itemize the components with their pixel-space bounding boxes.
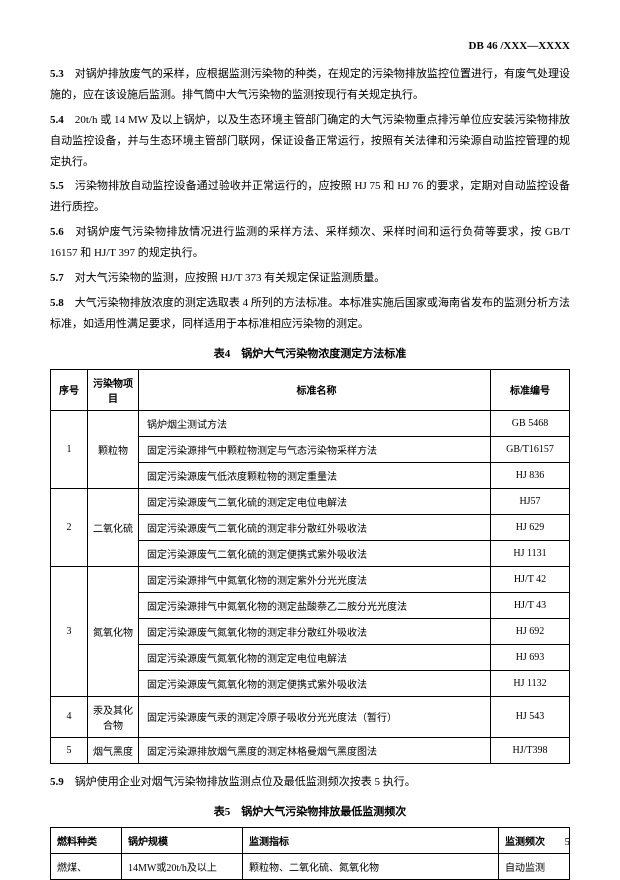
cell-pollutant: 汞及其化合物 <box>88 696 139 737</box>
text-5-6: 对锅炉废气污染物排放情况进行监测的采样方法、采样频次、采样时间和运行负荷等要求，… <box>50 226 570 259</box>
sec-5-4: 5.4 <box>50 114 64 126</box>
cell-freq: 自动监测 <box>499 853 570 879</box>
table-row: 3氮氧化物固定污染源排气中氮氧化物的测定紫外分光光度法HJ/T 42 <box>51 566 570 592</box>
table5: 燃料种类 锅炉规模 监测指标 监测频次 燃煤、14MW或20t/h及以上颗粒物、… <box>50 827 570 880</box>
cell-standard-name: 固定污染源废气氮氧化物的测定非分散红外吸收法 <box>139 618 491 644</box>
cell-standard-name: 固定污染源排气中颗粒物测定与气态污染物采样方法 <box>139 436 491 462</box>
doc-code: DB 46 /XXX—XXXX <box>50 40 570 52</box>
cell-standard-code: HJ57 <box>491 488 570 514</box>
sec-5-9: 5.9 <box>50 776 64 788</box>
text-5-4: 20t/h 或 14 MW 及以上锅炉，以及生态环境主管部门确定的大气污染物重点… <box>50 114 570 168</box>
cell-seq: 5 <box>51 737 88 763</box>
cell-pollutant: 烟气黑度 <box>88 737 139 763</box>
table5-header-row: 燃料种类 锅炉规模 监测指标 监测频次 <box>51 827 570 853</box>
th-pol: 污染物项目 <box>88 369 139 410</box>
cell-standard-code: HJ 1132 <box>491 670 570 696</box>
cell-standard-code: HJ 543 <box>491 696 570 737</box>
cell-standard-name: 固定污染源排气中氮氧化物的测定盐酸萘乙二胺分光光度法 <box>139 592 491 618</box>
th-freq: 监测频次 <box>499 827 570 853</box>
table5-title: 表5 锅炉大气污染物排放最低监测频次 <box>50 803 570 819</box>
sec-5-3: 5.3 <box>50 68 64 80</box>
para-5-8: 5.8 大气污染物排放浓度的测定选取表 4 所列的方法标准。本标准实施后国家或海… <box>50 293 570 335</box>
th-name: 标准名称 <box>139 369 491 410</box>
table-row: 燃煤、14MW或20t/h及以上颗粒物、二氧化硫、氮氧化物自动监测 <box>51 853 570 879</box>
sec-5-6: 5.6 <box>50 226 64 238</box>
page-number: 5 <box>565 836 571 848</box>
text-5-9: 锅炉使用企业对烟气污染物排放监测点位及最低监测频次按表 5 执行。 <box>64 776 416 788</box>
table-row: 2二氧化硫固定污染源废气二氧化硫的测定定电位电解法HJ57 <box>51 488 570 514</box>
cell-pollutant: 氮氧化物 <box>88 566 139 696</box>
cell-standard-name: 固定污染源废气氮氧化物的测定定电位电解法 <box>139 644 491 670</box>
cell-standard-name: 固定污染源废气氮氧化物的测定便携式紫外吸收法 <box>139 670 491 696</box>
table4: 序号 污染物项目 标准名称 标准编号 1颗粒物锅炉烟尘测试方法GB 5468固定… <box>50 369 570 764</box>
cell-fuel: 燃煤、 <box>51 853 122 879</box>
th-code: 标准编号 <box>491 369 570 410</box>
para-5-5: 5.5 污染物排放自动监控设备通过验收并正常运行的，应按照 HJ 75 和 HJ… <box>50 176 570 218</box>
cell-seq: 3 <box>51 566 88 696</box>
cell-pollutant: 颗粒物 <box>88 410 139 488</box>
cell-standard-code: GB 5468 <box>491 410 570 436</box>
cell-standard-name: 固定污染源排放烟气黑度的测定林格曼烟气黑度图法 <box>139 737 491 763</box>
cell-standard-code: HJ/T 42 <box>491 566 570 592</box>
text-5-5: 污染物排放自动监控设备通过验收并正常运行的，应按照 HJ 75 和 HJ 76 … <box>50 180 570 213</box>
para-5-6: 5.6 对锅炉废气污染物排放情况进行监测的采样方法、采样频次、采样时间和运行负荷… <box>50 222 570 264</box>
cell-standard-code: GB/T16157 <box>491 436 570 462</box>
cell-standard-name: 固定污染源废气低浓度颗粒物的测定重量法 <box>139 462 491 488</box>
th-fuel: 燃料种类 <box>51 827 122 853</box>
cell-standard-code: HJ 693 <box>491 644 570 670</box>
cell-standard-code: HJ 1131 <box>491 540 570 566</box>
cell-seq: 1 <box>51 410 88 488</box>
th-indicator: 监测指标 <box>243 827 499 853</box>
sec-5-8: 5.8 <box>50 297 64 309</box>
th-scale: 锅炉规模 <box>122 827 243 853</box>
cell-standard-name: 固定污染源排气中氮氧化物的测定紫外分光光度法 <box>139 566 491 592</box>
cell-pollutant: 二氧化硫 <box>88 488 139 566</box>
th-seq: 序号 <box>51 369 88 410</box>
table4-header-row: 序号 污染物项目 标准名称 标准编号 <box>51 369 570 410</box>
table-row: 4汞及其化合物固定污染源废气汞的测定冷原子吸收分光光度法（暂行）HJ 543 <box>51 696 570 737</box>
cell-seq: 2 <box>51 488 88 566</box>
cell-seq: 4 <box>51 696 88 737</box>
page: DB 46 /XXX—XXXX 5.3 对锅炉排放废气的采样，应根据监测污染物的… <box>0 0 620 868</box>
text-5-7: 对大气污染物的监测，应按照 HJ/T 373 有关规定保证监测质量。 <box>64 272 386 284</box>
cell-indicator: 颗粒物、二氧化硫、氮氧化物 <box>243 853 499 879</box>
cell-standard-name: 锅炉烟尘测试方法 <box>139 410 491 436</box>
para-5-3: 5.3 对锅炉排放废气的采样，应根据监测污染物的种类，在规定的污染物排放监控位置… <box>50 64 570 106</box>
para-5-9: 5.9 锅炉使用企业对烟气污染物排放监测点位及最低监测频次按表 5 执行。 <box>50 772 570 793</box>
cell-standard-name: 固定污染源废气二氧化硫的测定便携式紫外吸收法 <box>139 540 491 566</box>
cell-standard-code: HJ/T 43 <box>491 592 570 618</box>
text-5-8: 大气污染物排放浓度的测定选取表 4 所列的方法标准。本标准实施后国家或海南省发布… <box>50 297 570 330</box>
table-row: 5烟气黑度固定污染源排放烟气黑度的测定林格曼烟气黑度图法HJ/T398 <box>51 737 570 763</box>
cell-standard-code: HJ 692 <box>491 618 570 644</box>
cell-standard-code: HJ 629 <box>491 514 570 540</box>
para-5-4: 5.4 20t/h 或 14 MW 及以上锅炉，以及生态环境主管部门确定的大气污… <box>50 110 570 173</box>
cell-standard-name: 固定污染源废气二氧化硫的测定定电位电解法 <box>139 488 491 514</box>
para-5-7: 5.7 对大气污染物的监测，应按照 HJ/T 373 有关规定保证监测质量。 <box>50 268 570 289</box>
cell-standard-code: HJ/T398 <box>491 737 570 763</box>
cell-standard-name: 固定污染源废气汞的测定冷原子吸收分光光度法（暂行） <box>139 696 491 737</box>
sec-5-7: 5.7 <box>50 272 64 284</box>
cell-standard-code: HJ 836 <box>491 462 570 488</box>
table4-title: 表4 锅炉大气污染物浓度测定方法标准 <box>50 345 570 361</box>
cell-scale: 14MW或20t/h及以上 <box>122 853 243 879</box>
table-row: 1颗粒物锅炉烟尘测试方法GB 5468 <box>51 410 570 436</box>
text-5-3: 对锅炉排放废气的采样，应根据监测污染物的种类，在规定的污染物排放监控位置进行，有… <box>50 68 570 101</box>
cell-standard-name: 固定污染源废气二氧化硫的测定非分散红外吸收法 <box>139 514 491 540</box>
sec-5-5: 5.5 <box>50 180 64 192</box>
